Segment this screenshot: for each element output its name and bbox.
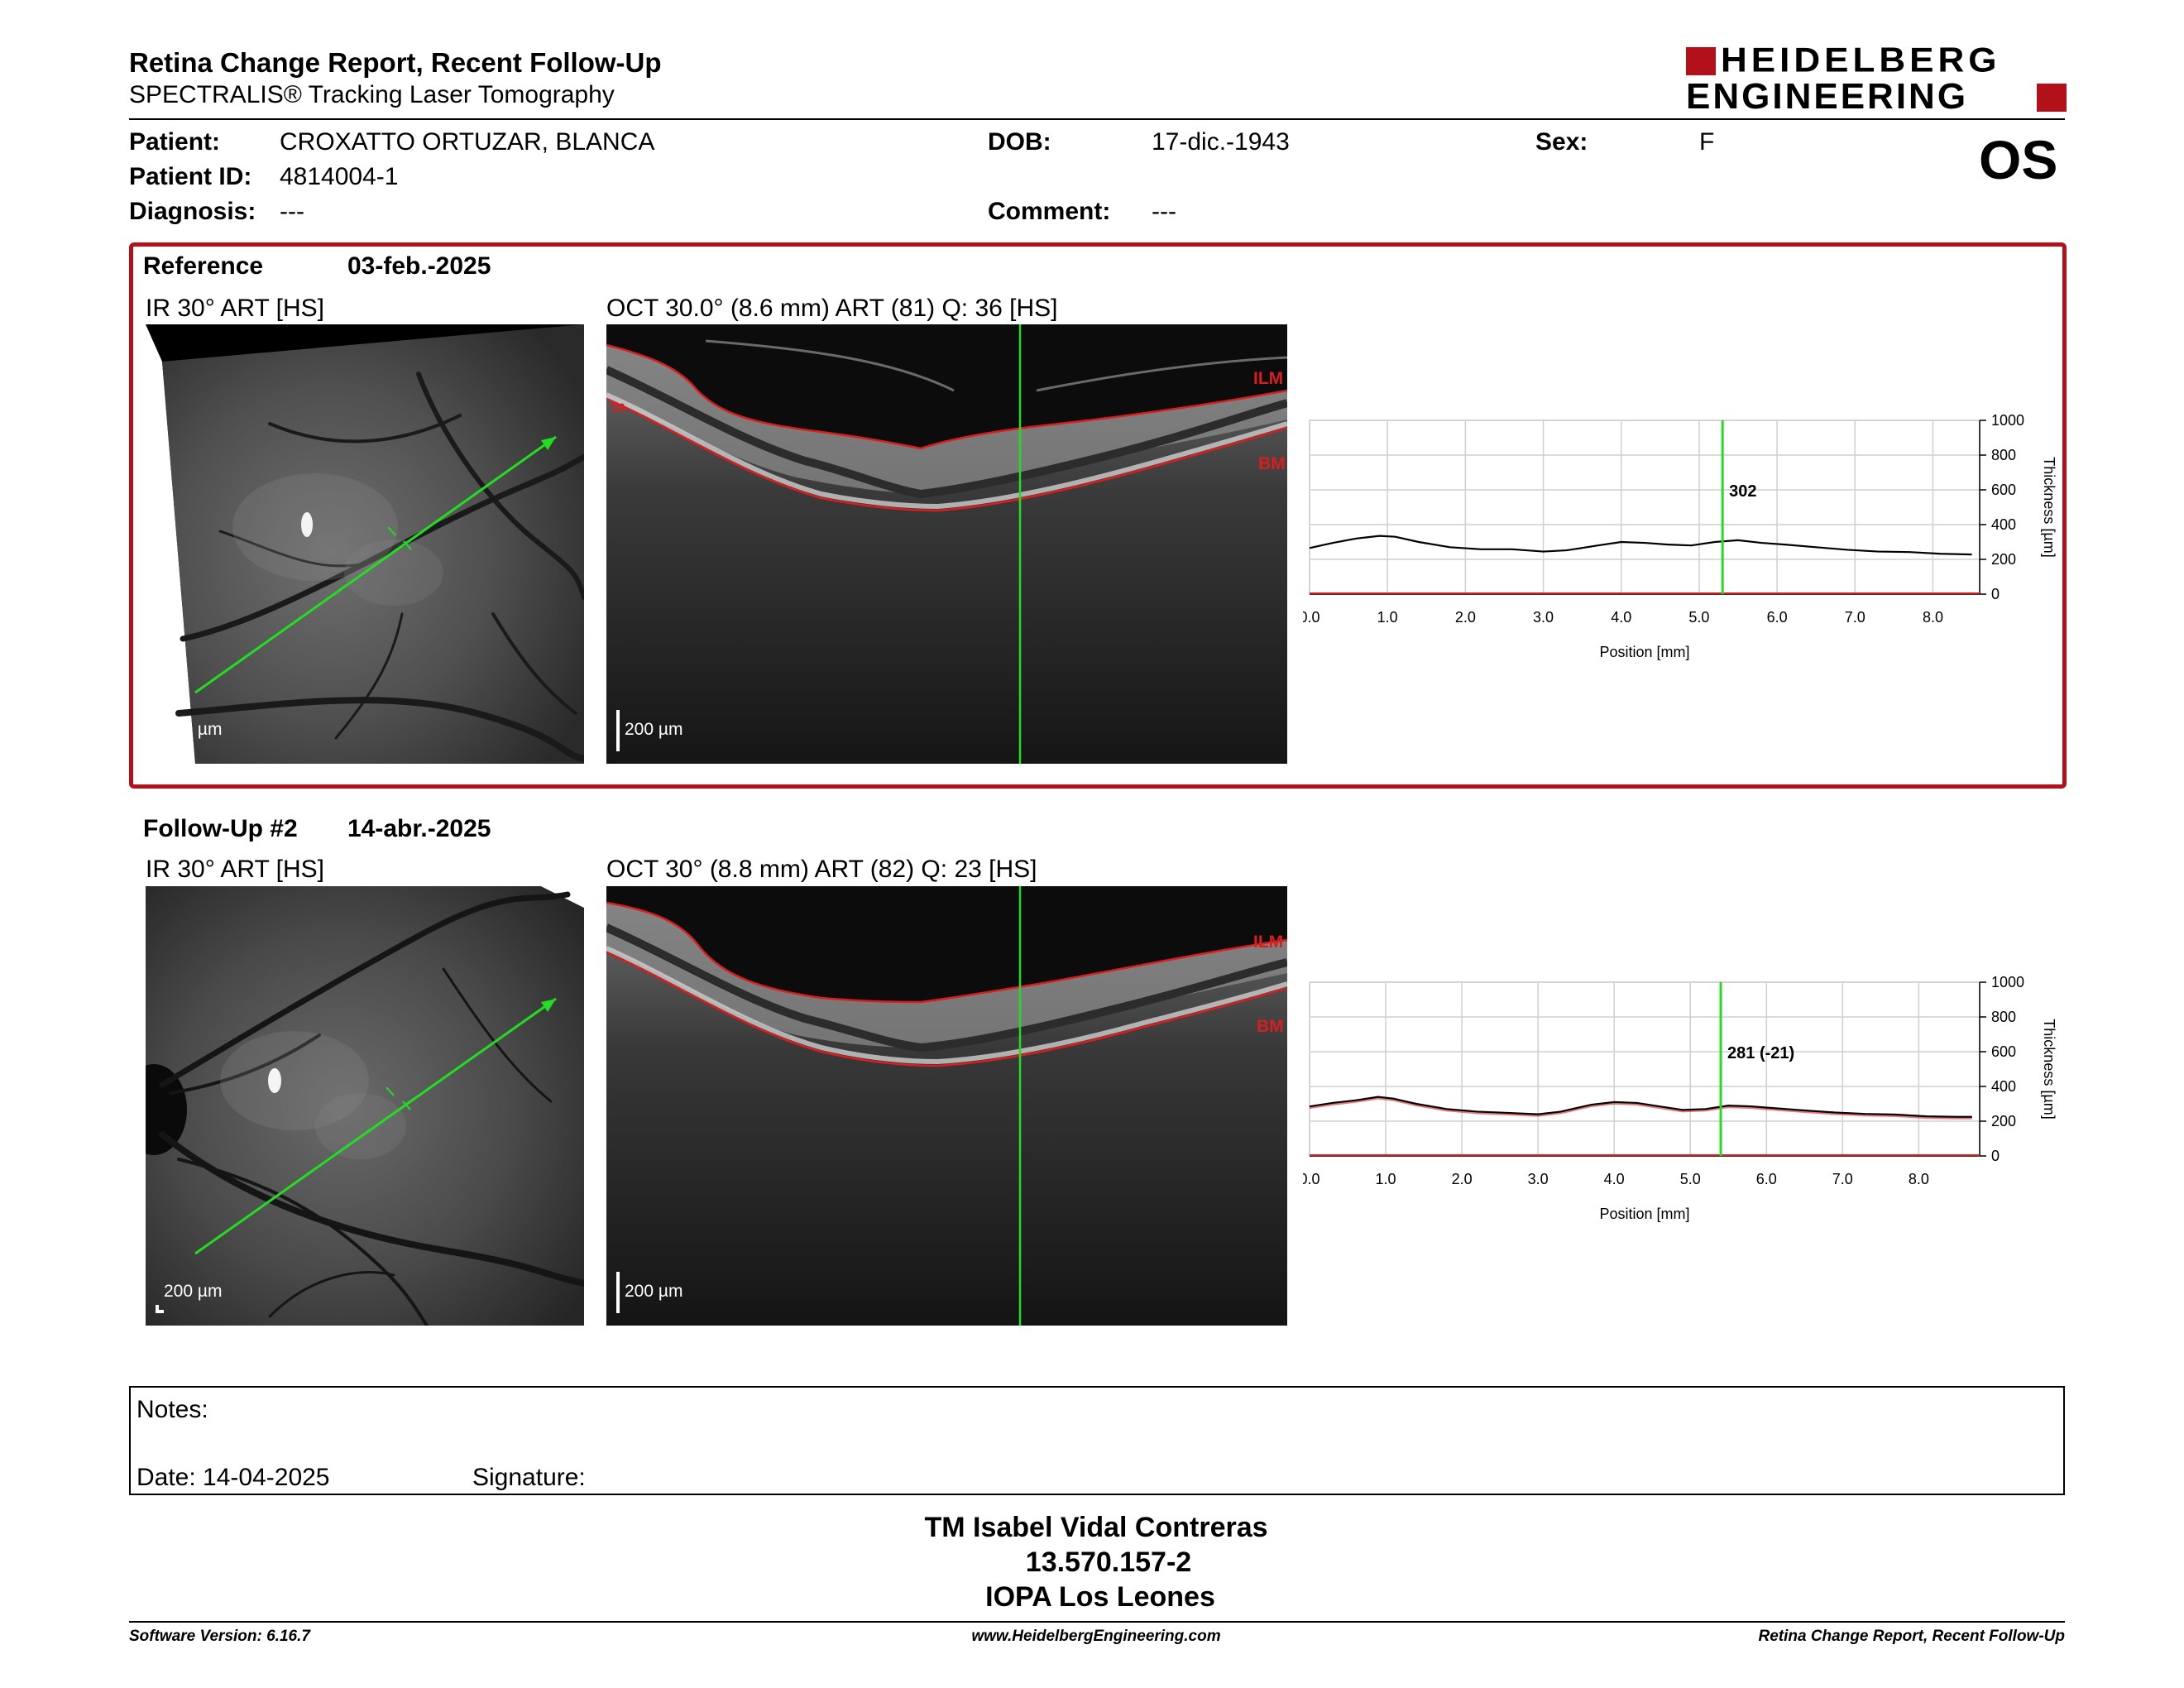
y-tick-label: 600 <box>1991 1043 2016 1060</box>
svg-text:m: m <box>611 399 625 416</box>
followup-oct-image: ILM BM 200 µm <box>606 886 1287 1326</box>
y-tick-label: 0 <box>1991 1148 2000 1164</box>
thickness-series-line <box>1309 535 1972 556</box>
sex-value: F <box>1699 128 1715 156</box>
x-tick-label: 2.0 <box>1455 609 1476 626</box>
followup-date: 14-abr.-2025 <box>347 815 491 842</box>
x-tick-label: 8.0 <box>1909 1171 1929 1187</box>
x-tick-label: 8.0 <box>1923 609 1943 626</box>
svg-text:ILM: ILM <box>1253 933 1283 952</box>
software-version: Software Version: 6.16.7 <box>129 1628 310 1645</box>
reference-ir-title: IR 30° ART [HS] <box>146 295 324 322</box>
patient-id: 4814004-1 <box>280 163 399 190</box>
sex-label: Sex: <box>1535 128 1588 156</box>
comment-label: Comment: <box>988 198 1111 225</box>
signer-name: TM Isabel Vidal Contreras <box>924 1512 1268 1543</box>
x-tick-label: 1.0 <box>1376 1171 1396 1187</box>
reference-frame <box>129 242 2067 789</box>
x-tick-label: 0.0 <box>1303 609 1320 626</box>
reference-series-line <box>1309 1097 1972 1120</box>
y-axis-label: Thickness [µm] <box>2041 1019 2057 1119</box>
heidelberg-logo: HEIDELBERG ENGINEERING <box>1686 43 2067 116</box>
svg-text:ILM: ILM <box>1253 369 1283 388</box>
comment-value: --- <box>1152 198 1176 225</box>
x-tick-label: 4.0 <box>1604 1171 1625 1187</box>
x-axis-label: Position [mm] <box>1599 1206 1689 1222</box>
y-tick-label: 600 <box>1991 482 2016 498</box>
x-tick-label: 7.0 <box>1845 609 1866 626</box>
svg-text:BM: BM <box>1257 1017 1284 1036</box>
x-tick-label: 5.0 <box>1680 1171 1701 1187</box>
y-tick-label: 1000 <box>1991 414 2024 429</box>
svg-text:BM: BM <box>1258 454 1286 473</box>
x-tick-label: 3.0 <box>1528 1171 1549 1187</box>
y-tick-label: 800 <box>1991 1009 2016 1025</box>
followup-thickness-plot: 0 200 400 600 800 1000 0.0 1.0 2.0 3.0 4.0 5.0 6.0 7.… <box>1299 974 2081 1240</box>
followup-ir-image: 200 µm <box>146 886 584 1326</box>
x-tick-label: 5.0 <box>1688 609 1709 626</box>
followup-ir-title: IR 30° ART [HS] <box>146 856 324 883</box>
x-tick-label: 0.0 <box>1303 1171 1320 1187</box>
patient-name: CROXATTO ORTUZAR, BLANCA <box>280 128 655 156</box>
signer-place: IOPA Los Leones <box>985 1581 1215 1613</box>
followup-label: Follow-Up #2 <box>143 815 298 842</box>
scale-bar: 200 µm <box>156 720 255 753</box>
diagnosis-label: Diagnosis: <box>129 198 256 225</box>
report-title: Retina Change Report, Recent Follow-Up <box>129 47 662 78</box>
reference-oct-title: OCT 30.0° (8.6 mm) ART (81) Q: 36 [HS] <box>606 295 1058 322</box>
x-tick-label: 1.0 <box>1377 609 1398 626</box>
x-tick-label: 3.0 <box>1533 609 1554 626</box>
x-tick-label: 6.0 <box>1756 1171 1777 1187</box>
thickness-series-line <box>1309 1096 1972 1118</box>
x-axis-label: Position [mm] <box>1599 644 1689 660</box>
diagnosis-value: --- <box>280 198 304 225</box>
y-tick-label: 400 <box>1991 1078 2016 1095</box>
patient-name-label: Patient: <box>129 128 221 156</box>
x-tick-label: 7.0 <box>1832 1171 1853 1187</box>
patient-id-label: Patient ID: <box>129 163 252 190</box>
reference-date: 03-feb.-2025 <box>347 252 491 280</box>
signature-label: Signature: <box>472 1464 586 1491</box>
x-tick-label: 6.0 <box>1767 609 1788 626</box>
y-tick-label: 1000 <box>1991 976 2024 990</box>
eye-label: OS <box>1979 129 2058 190</box>
dob-value: 17-dic.-1943 <box>1152 128 1290 156</box>
footer-report-name: Retina Change Report, Recent Follow-Up <box>1758 1628 2065 1645</box>
plot-frame <box>1309 981 1980 1157</box>
reference-thickness-plot: 0 200 400 600 800 1000 0.0 1.0 2.0 3.0 4.0 5.0 6.0 7.… <box>1299 412 2081 679</box>
reference-oct-image: ILM BM m 200 µm <box>606 324 1287 764</box>
y-tick-label: 800 <box>1991 447 2016 463</box>
y-tick-label: 200 <box>1991 551 2016 568</box>
y-tick-label: 200 <box>1991 1113 2016 1129</box>
cursor-value-label: 281 (-21) <box>1727 1044 1794 1062</box>
y-tick-label: 400 <box>1991 516 2016 533</box>
reference-label: Reference <box>143 252 264 280</box>
notes-date: Date: 14-04-2025 <box>136 1464 330 1491</box>
x-tick-label: 2.0 <box>1452 1171 1473 1187</box>
report-subtitle: SPECTRALIS® Tracking Laser Tomography <box>129 81 615 108</box>
followup-oct-title: OCT 30° (8.8 mm) ART (82) Q: 23 [HS] <box>606 856 1037 883</box>
scale-bar: 200 µm <box>616 1267 716 1315</box>
notes-label: Notes: <box>136 1396 208 1423</box>
scale-bar: 200 µm <box>616 705 716 753</box>
scale-bar: 200 µm <box>156 1282 255 1315</box>
y-axis-label: Thickness [µm] <box>2041 457 2057 557</box>
cursor-value-label: 302 <box>1729 482 1756 501</box>
website-link[interactable]: www.HeidelbergEngineering.com <box>971 1628 1221 1645</box>
notes-box[interactable]: Notes: Date: 14-04-2025 Signature: <box>129 1386 2065 1495</box>
reference-ir-image: 200 µm <box>146 324 584 764</box>
signer-id: 13.570.157-2 <box>1025 1547 1192 1578</box>
plot-frame <box>1309 420 1980 595</box>
y-tick-label: 0 <box>1991 586 2000 602</box>
x-tick-label: 4.0 <box>1611 609 1631 626</box>
dob-label: DOB: <box>988 128 1051 156</box>
